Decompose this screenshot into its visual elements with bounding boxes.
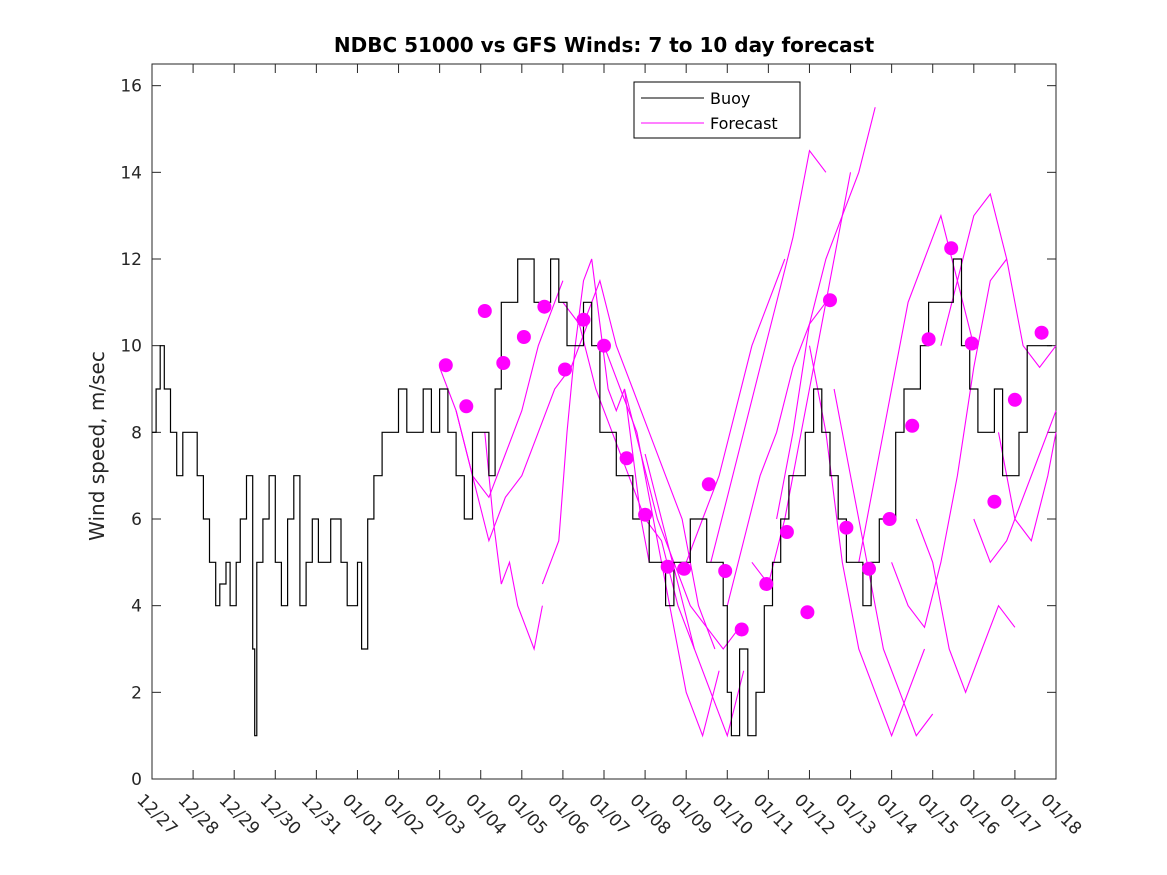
y-tick-label: 12 (120, 250, 142, 270)
y-tick-label: 2 (131, 683, 142, 703)
x-tick-label: 01/03 (420, 790, 469, 839)
forecast-point (964, 336, 979, 351)
forecast-point (944, 241, 959, 256)
forecast-point (576, 312, 591, 327)
y-tick-label: 8 (131, 423, 142, 443)
forecast-points-group (438, 241, 1049, 637)
x-tick-label: 01/13 (831, 790, 880, 839)
forecast-line (623, 388, 741, 650)
forecast-point (597, 338, 611, 353)
y-axis-ticks: 0 2 4 6 8 10 12 14 16 (120, 77, 1056, 790)
forecast-point (882, 512, 897, 526)
forecast-line (808, 345, 926, 738)
x-tick-label: 01/01 (338, 790, 387, 839)
x-tick-label: 01/06 (543, 790, 592, 839)
buoy-series-group (152, 258, 1052, 737)
forecast-point (619, 451, 634, 466)
legend-box (633, 81, 801, 139)
x-tick-label: 01/16 (954, 790, 1003, 839)
legend: Buoy Forecast (633, 81, 801, 139)
x-tick-label: 12/31 (297, 790, 346, 839)
forecast-point (459, 399, 474, 414)
forecast-point (638, 507, 653, 522)
y-tick-label: 4 (131, 597, 142, 617)
forecast-line (891, 258, 1008, 629)
forecast-point (862, 561, 876, 576)
forecast-point (839, 520, 854, 535)
forecast-line (582, 278, 716, 650)
x-tick-label: 12/27 (132, 790, 181, 839)
forecast-point (759, 577, 774, 591)
forecast-line (940, 192, 1057, 369)
x-tick-label: 01/04 (461, 790, 510, 839)
forecast-point (677, 561, 692, 576)
forecast-line (484, 432, 543, 652)
forecast-point (701, 477, 716, 492)
forecast-point (516, 330, 531, 344)
forecast-line (858, 213, 975, 563)
legend-label-buoy: Buoy (710, 89, 750, 108)
x-tick-label: 01/15 (913, 790, 962, 839)
x-tick-label: 01/14 (872, 790, 921, 839)
y-tick-label: 6 (131, 510, 142, 530)
legend-label-forecast: Forecast (710, 114, 778, 133)
forecast-point (718, 564, 733, 578)
y-tick-label: 0 (131, 770, 142, 790)
plot-area (151, 63, 1057, 780)
x-tick-label: 12/28 (174, 790, 223, 839)
forecast-point (905, 418, 920, 433)
forecast-point (800, 605, 815, 620)
y-tick-label: 16 (120, 77, 142, 97)
forecast-line (915, 518, 1016, 694)
x-tick-label: 12/29 (215, 790, 264, 839)
forecast-line (997, 432, 1057, 542)
x-tick-label: 01/09 (667, 790, 716, 839)
forecast-line (833, 388, 934, 737)
x-tick-label: 01/12 (790, 790, 839, 839)
forecast-point (438, 358, 453, 373)
forecast-point (779, 525, 794, 539)
x-tick-label: 01/08 (626, 790, 675, 839)
x-tick-label: 01/02 (379, 790, 428, 839)
chart-title: NDBC 51000 vs GFS Winds: 7 to 10 day for… (334, 33, 875, 57)
forecast-point (537, 299, 552, 314)
forecast-point (660, 559, 675, 574)
x-tick-label: 01/10 (708, 790, 757, 839)
x-tick-label: 12/30 (256, 790, 305, 839)
y-tick-label: 10 (120, 337, 142, 357)
x-tick-label: 01/18 (1036, 790, 1085, 839)
y-axis-label: Wind speed, m/sec (85, 351, 109, 541)
x-tick-label: 01/05 (502, 790, 551, 839)
forecast-line (644, 453, 745, 738)
forecast-point (496, 356, 511, 370)
plot-frame (151, 63, 1057, 780)
forecast-point (1034, 325, 1049, 340)
buoy-line (152, 258, 1052, 737)
forecast-line (710, 149, 827, 563)
forecast-point (987, 494, 1002, 509)
forecast-point (558, 362, 572, 377)
forecast-point (477, 304, 492, 318)
forecast-point (734, 622, 749, 637)
x-tick-label: 01/11 (749, 790, 798, 839)
forecast-point (823, 293, 837, 308)
x-tick-label: 01/07 (584, 790, 633, 839)
forecast-point (1007, 392, 1022, 407)
x-tick-label: 01/17 (995, 790, 1044, 839)
y-tick-label: 14 (120, 163, 142, 183)
forecast-point (921, 332, 936, 347)
forecast-line (776, 107, 876, 520)
